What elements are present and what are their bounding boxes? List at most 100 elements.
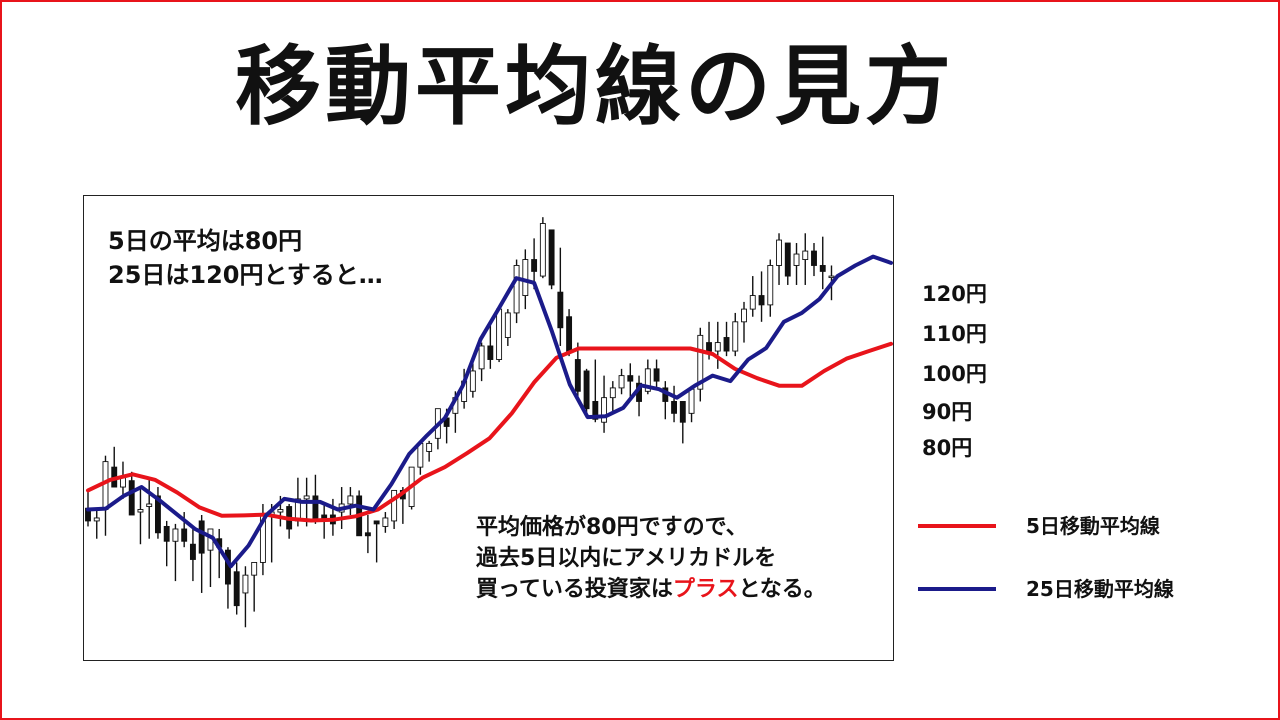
candle-body	[137, 509, 144, 513]
candle-body	[198, 520, 205, 554]
candle-body	[391, 489, 398, 522]
candle	[557, 247, 564, 346]
candle-body	[128, 480, 135, 516]
candle	[566, 309, 573, 357]
candle-body	[749, 295, 756, 310]
candle-body	[478, 345, 485, 370]
price-label-100: 100円	[922, 362, 987, 386]
note-bottom-line3-pre: 買っている投資家は	[476, 577, 673, 602]
candle-body	[618, 375, 625, 389]
candle-body	[609, 387, 616, 399]
legend-ma25: 25日移動平均線	[918, 574, 1218, 604]
candle-body	[373, 520, 380, 525]
candle-body	[522, 259, 529, 297]
candle-body	[189, 543, 196, 560]
candle	[819, 236, 826, 290]
legend-ma5-label: 5日移動平均線	[1026, 514, 1160, 538]
candle-body	[574, 359, 581, 392]
candle	[364, 514, 371, 554]
candle	[373, 520, 380, 563]
candle-body	[364, 532, 371, 537]
candle	[539, 217, 546, 279]
candle-body	[644, 368, 651, 392]
candle	[548, 229, 555, 290]
candle	[155, 487, 161, 539]
candle-body	[233, 571, 240, 607]
candle-body	[426, 442, 433, 452]
note-top-line1: 5日の平均は80円	[108, 227, 303, 255]
candle	[102, 455, 109, 536]
candle-body	[469, 370, 476, 392]
candle-body	[312, 495, 319, 522]
candle-body	[566, 316, 573, 352]
candle	[618, 368, 625, 395]
candle	[382, 512, 389, 533]
candle-body	[242, 574, 249, 594]
candle	[286, 503, 293, 539]
candle-body	[347, 495, 354, 505]
candle	[758, 271, 765, 322]
candle	[749, 276, 756, 317]
candle-body	[741, 308, 747, 323]
candle-body	[767, 265, 774, 306]
note-bottom-line3: 買っている投資家はプラスとなる。	[476, 574, 826, 605]
candle	[802, 233, 809, 285]
candle-body	[548, 229, 555, 286]
candle	[679, 401, 686, 444]
candle	[198, 514, 205, 593]
candle	[163, 520, 170, 567]
candle	[609, 381, 616, 414]
candle	[671, 385, 678, 423]
candle-body	[627, 375, 634, 382]
price-label-120: 120円	[922, 282, 987, 306]
candle	[574, 342, 581, 398]
candle-body	[653, 368, 660, 382]
candle-body	[163, 525, 170, 542]
candle-body	[793, 253, 800, 266]
candle-body	[172, 528, 179, 542]
legend-ma25-swatch	[918, 587, 996, 591]
candle	[767, 259, 774, 317]
note-top-line2: 25日は120円とすると…	[108, 261, 383, 289]
candle-body	[303, 495, 310, 500]
note-bottom-line2: 過去5日以内にアメリカドルを	[476, 546, 777, 571]
candle	[347, 487, 354, 515]
candle	[469, 363, 476, 398]
note-bottom-line1: 平均価格が80円ですので、	[476, 515, 748, 540]
candle-body	[513, 265, 520, 314]
candle	[137, 487, 144, 545]
candle-body	[819, 265, 826, 272]
note-top: 5日の平均は80円 25日は120円とすると…	[108, 224, 383, 292]
candle-body	[93, 517, 100, 522]
candle	[504, 309, 511, 346]
legend-ma5-swatch	[918, 524, 996, 528]
candle	[513, 259, 520, 324]
candle-body	[723, 337, 730, 352]
candle-body	[592, 401, 599, 420]
candle	[636, 375, 642, 417]
slide-title: 移動平均線の見方	[235, 37, 955, 137]
candle-body	[496, 308, 503, 360]
candle	[426, 440, 433, 462]
candle-body	[671, 401, 678, 414]
candle-body	[155, 495, 161, 534]
ma25-line	[86, 254, 893, 569]
candle-body	[487, 345, 494, 360]
candle	[329, 498, 336, 536]
candle	[496, 308, 503, 363]
candle-body	[758, 295, 765, 306]
candle	[312, 474, 319, 524]
candle-body	[828, 275, 835, 279]
price-label-80: 80円	[922, 436, 973, 460]
candle	[172, 523, 179, 582]
candle-body	[382, 517, 389, 527]
candle-body	[102, 461, 109, 510]
note-bottom-line3-post: となる。	[738, 577, 826, 602]
candle	[811, 243, 817, 277]
candle-body	[181, 528, 188, 542]
candle	[233, 562, 240, 615]
candle-body	[776, 239, 782, 266]
candle-body	[251, 561, 258, 576]
candle-body	[146, 503, 153, 507]
